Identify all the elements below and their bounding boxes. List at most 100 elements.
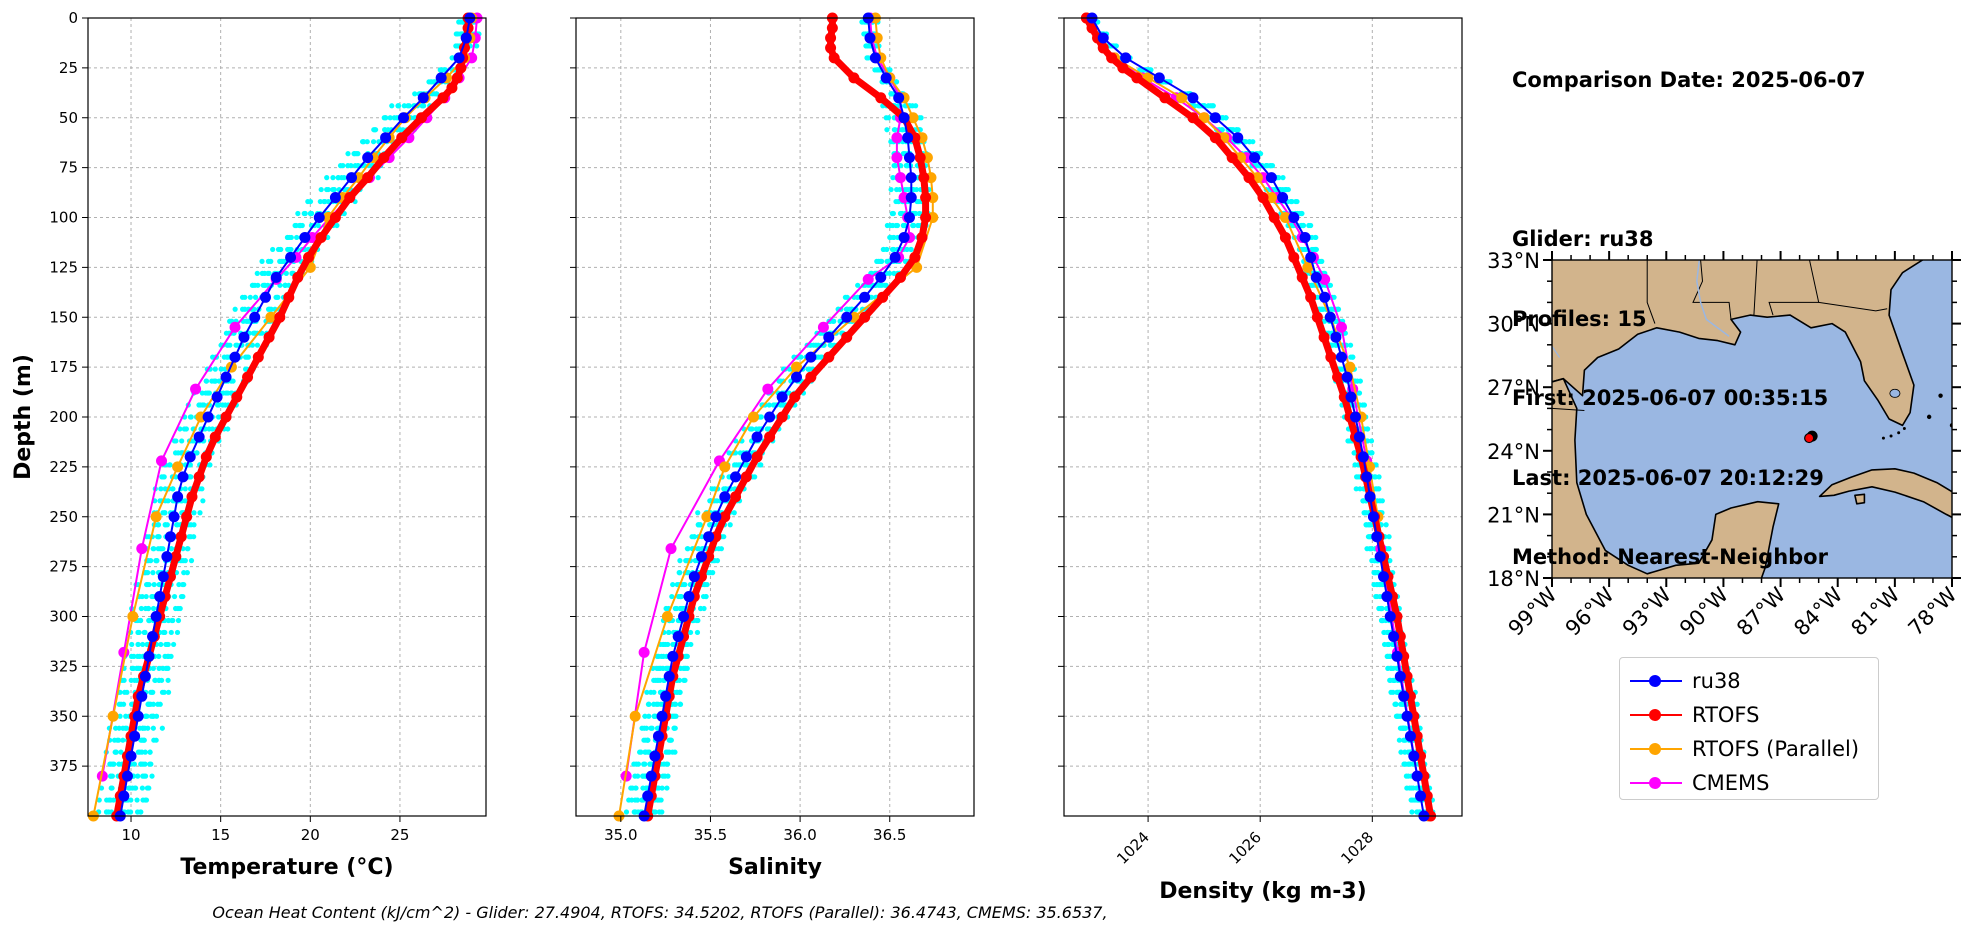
series-point-ru38 [1319, 291, 1331, 303]
glider-profile-point [405, 103, 411, 109]
series-point-ru38 [869, 52, 881, 64]
legend-swatch [1630, 773, 1682, 793]
series-point-rtofs [920, 192, 932, 204]
glider-profile-point [637, 749, 643, 755]
series-point-ru38 [157, 571, 169, 583]
glider-profile-point [1383, 522, 1389, 528]
series-point-ru38 [903, 152, 915, 164]
series-point-ru38 [660, 690, 672, 702]
glider-profile-point [646, 701, 652, 707]
series-point-rtofs [730, 491, 742, 503]
map-lat-label: 27°N [1487, 376, 1540, 400]
glider-profile-point [168, 629, 174, 636]
series-point-ru38 [346, 172, 358, 184]
series-point-cmems [229, 321, 241, 333]
glider-profile-point [165, 641, 171, 648]
glider-profile-point [194, 450, 200, 456]
glider-profile-point [299, 222, 305, 229]
x-tick-label: 1024 [1113, 828, 1153, 868]
glider-profile-point [244, 354, 250, 360]
glider-profile-point [116, 761, 122, 767]
glider-profile-point [642, 761, 648, 767]
glider-profile-point [663, 761, 670, 767]
glider-profile-point [187, 474, 193, 480]
series-point-rtofs [1279, 231, 1291, 243]
glider-profile-point [293, 222, 299, 229]
glider-profile-point [136, 629, 142, 636]
series-point-cmems [817, 321, 829, 333]
glider-profile-point [182, 558, 188, 564]
map-frame [1551, 259, 1953, 579]
series-point-rtofs-parallel- [1302, 261, 1314, 273]
x-tick-label: 35.5 [694, 826, 727, 844]
series-point-rtofs-parallel- [907, 112, 919, 124]
glider-profile-point [654, 797, 661, 803]
series-point-ru38 [1357, 451, 1369, 463]
glider-profile-point [685, 546, 691, 552]
series-point-ru38 [905, 192, 917, 204]
glider-profile-point [703, 593, 709, 600]
glider-profile-point [412, 91, 418, 97]
glider-profile-point [1388, 665, 1394, 671]
x-axis-label: Temperature (°C) [180, 855, 393, 880]
glider-profile-point [727, 522, 733, 528]
x-axis-label: Salinity [728, 855, 822, 880]
glider-profile-point [884, 127, 890, 133]
glider-profile-point [277, 246, 284, 253]
y-tick-label: 300 [49, 608, 78, 626]
glider-profile-point [182, 498, 188, 504]
series-point-ru38 [1288, 212, 1300, 223]
glider-profile-point [659, 809, 665, 815]
glider-profile-point [912, 210, 919, 217]
x-axis-label: Density (kg m-3) [1159, 879, 1367, 904]
series-point-ru38 [313, 212, 325, 223]
glider-profile-point [684, 653, 690, 660]
glider-profile-point [673, 713, 679, 719]
glider-profile-point [640, 785, 646, 791]
series-point-rtofs [789, 391, 801, 403]
series-point-ru38 [703, 531, 715, 543]
series-point-ru38 [875, 271, 887, 283]
series-point-ru38 [1249, 152, 1261, 164]
glider-profile-point [155, 522, 162, 528]
glider-profile-point [117, 713, 123, 719]
glider-profile-point [200, 498, 206, 504]
glider-profile-point [889, 246, 896, 253]
series-point-rtofs [1305, 291, 1317, 303]
island-bahamas [1959, 396, 1963, 400]
series-point-ru38 [678, 611, 690, 622]
series-point-rtofs [740, 471, 752, 483]
glider-profile-point [813, 342, 819, 348]
glider-profile-point [120, 737, 126, 743]
glider-profile-point [351, 151, 357, 157]
glider-profile-point [140, 641, 146, 648]
glider-profile-point [684, 665, 690, 671]
glider-profile-point [884, 246, 890, 253]
glider-profile-point [221, 354, 227, 360]
series-point-rtofs-parallel- [1176, 92, 1188, 104]
series-point-rtofs [1131, 72, 1143, 84]
glider-profile-point [635, 761, 642, 767]
series-point-rtofs [776, 411, 788, 423]
series-point-ru38 [1153, 72, 1165, 84]
series-point-rtofs-parallel- [1279, 212, 1291, 223]
series-point-rtofs [1268, 212, 1280, 223]
island-keys [1889, 434, 1893, 438]
method: Method: Nearest-Neighbor [1512, 545, 1828, 569]
series-point-cmems [762, 383, 774, 395]
glider-profile-point [254, 270, 260, 276]
series-point-ru38 [238, 331, 250, 343]
series-point-ru38 [125, 750, 137, 762]
series-point-rtofs [437, 92, 449, 104]
glider-profile-point [677, 689, 683, 695]
glider-profile-point [694, 629, 701, 636]
glider-profile-point [695, 510, 701, 516]
glider-profile-point [660, 641, 666, 648]
series-point-rtofs-parallel- [1344, 361, 1356, 373]
series-point-ru38 [1381, 591, 1393, 603]
glider-profile-point [168, 653, 174, 660]
glider-profile-point [864, 55, 870, 61]
glider-profile-point [171, 438, 178, 444]
glider-profile-point [1403, 773, 1409, 779]
series-line-cmems [625, 17, 911, 777]
